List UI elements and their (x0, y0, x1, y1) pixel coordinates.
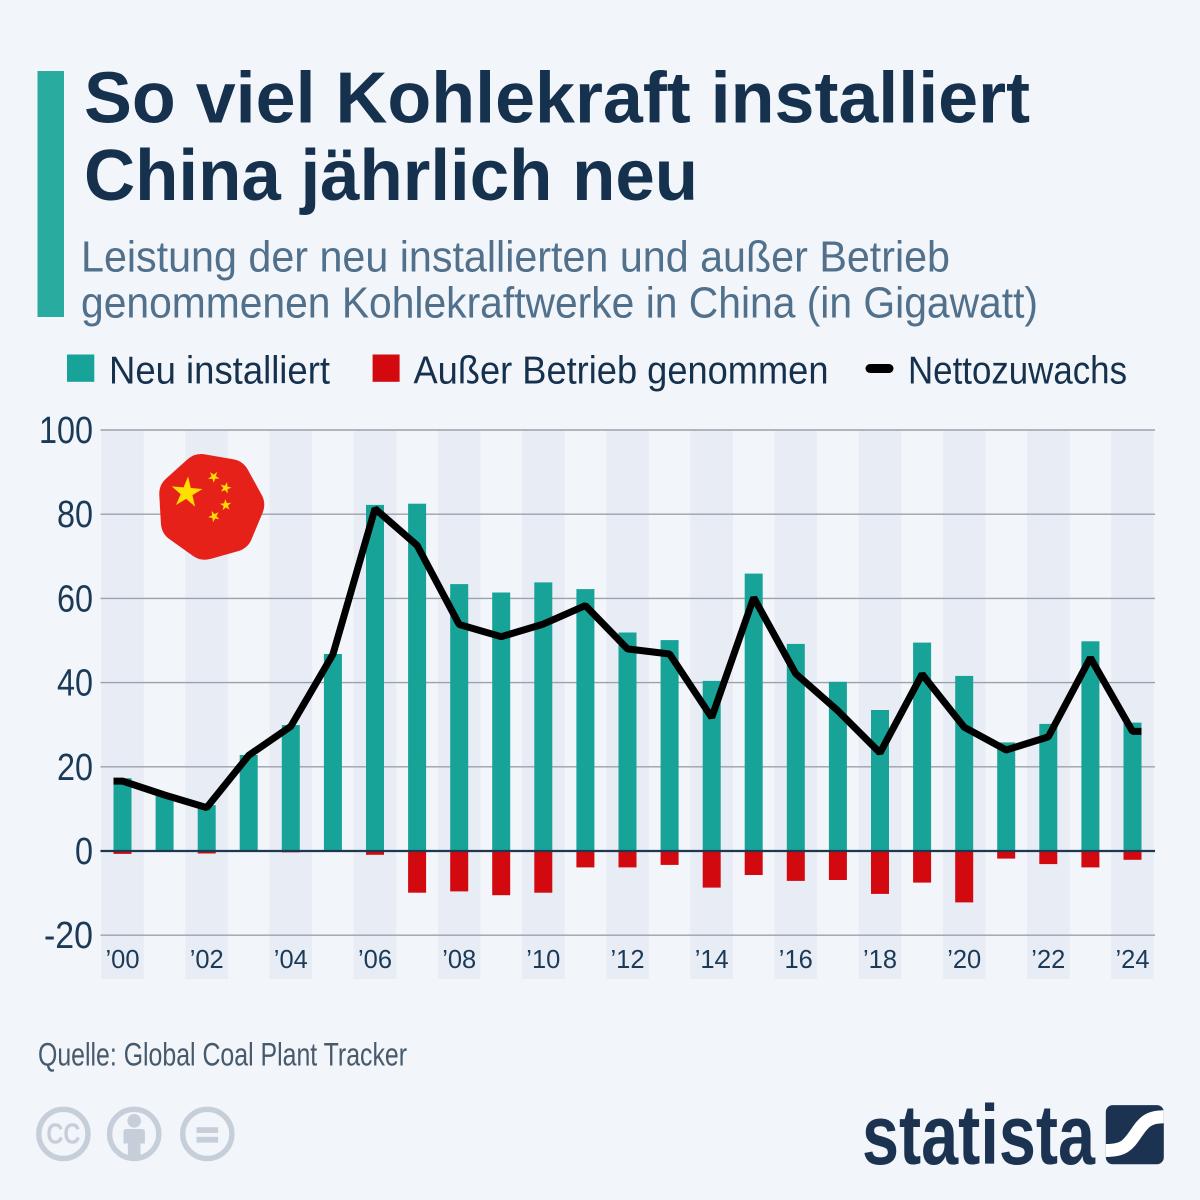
svg-text:20: 20 (57, 747, 93, 789)
svg-text:So viel Kohlekraft installiert: So viel Kohlekraft installiert (84, 59, 1030, 139)
svg-text:’06: ’06 (358, 944, 392, 974)
svg-text:Neu installiert: Neu installiert (109, 350, 330, 393)
svg-text:CC: CC (46, 1119, 80, 1151)
svg-text:40: 40 (57, 663, 93, 705)
svg-text:80: 80 (57, 494, 93, 536)
svg-text:Außer Betrieb genommen: Außer Betrieb genommen (414, 350, 829, 393)
svg-text:’04: ’04 (274, 944, 308, 974)
svg-text:’00: ’00 (106, 944, 140, 974)
svg-text:statista: statista (862, 1088, 1096, 1182)
svg-text:’18: ’18 (863, 944, 897, 974)
svg-text:’10: ’10 (526, 944, 560, 974)
svg-text:100: 100 (39, 410, 93, 452)
svg-text:’20: ’20 (947, 944, 981, 974)
svg-text:’12: ’12 (611, 944, 645, 974)
svg-text:’08: ’08 (442, 944, 476, 974)
svg-text:0: 0 (75, 831, 93, 873)
svg-text:genommenen Kohlekraftwerke in: genommenen Kohlekraftwerke in China (in … (81, 279, 1038, 328)
svg-text:Quelle: Global Coal Plant Trac: Quelle: Global Coal Plant Tracker (38, 1036, 407, 1072)
svg-text:’02: ’02 (190, 944, 224, 974)
svg-text:Leistung der neu installierten: Leistung der neu installierten und außer… (81, 233, 950, 282)
svg-text:-20: -20 (44, 915, 93, 957)
svg-text:Nettozuwachs: Nettozuwachs (908, 350, 1127, 393)
svg-text:60: 60 (57, 578, 93, 620)
svg-text:’24: ’24 (1116, 944, 1150, 974)
svg-text:’14: ’14 (695, 944, 729, 974)
svg-text:’22: ’22 (1031, 944, 1065, 974)
svg-text:’16: ’16 (779, 944, 813, 974)
svg-text:China jährlich neu: China jährlich neu (84, 136, 698, 216)
